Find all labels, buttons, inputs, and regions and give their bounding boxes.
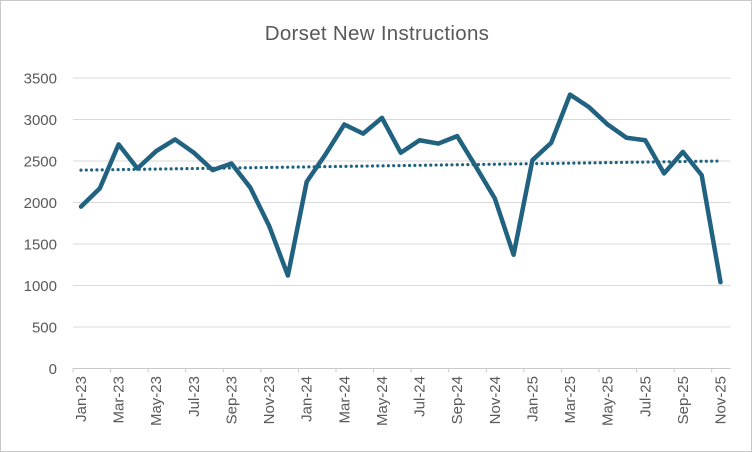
trendline-dotted — [79, 159, 723, 172]
x-axis-tick-label: Jan-23 — [73, 376, 90, 422]
y-axis-tick-label: 1500 — [24, 237, 57, 254]
y-axis-tick-label: 2500 — [24, 154, 57, 171]
x-axis-tick-label: Nov-23 — [261, 376, 278, 424]
y-axis-tick-label: 3500 — [24, 71, 57, 88]
x-axis-tick-label: Mar-23 — [111, 376, 128, 424]
x-axis-tick-label: Nov-25 — [713, 376, 730, 424]
data-series-line — [78, 92, 723, 285]
x-axis-tick-label: Jul-24 — [412, 376, 429, 417]
x-axis-tick-label: Jan-25 — [524, 376, 541, 422]
y-axis-tick-label: 3000 — [24, 112, 57, 129]
x-axis-tick-label: Mar-25 — [562, 376, 579, 424]
x-axis-tick-label: Jan-24 — [299, 376, 316, 422]
x-axis-tick-label: Sep-24 — [449, 376, 466, 424]
x-axis-tick-label: Jul-23 — [186, 376, 203, 417]
y-axis-tick-label: 1000 — [24, 278, 57, 295]
x-axis-tick-label: Sep-25 — [675, 376, 692, 424]
y-axis-tick-label: 500 — [32, 320, 57, 337]
x-axis-tick-label: May-23 — [148, 376, 165, 426]
x-axis-tick-label: Jul-25 — [637, 376, 654, 417]
y-axis-tick-label: 2000 — [24, 195, 57, 212]
x-axis-tick-label: Nov-24 — [487, 376, 504, 424]
x-axis-tick-label: Sep-23 — [223, 376, 240, 424]
x-axis-tick-label: May-25 — [600, 376, 617, 426]
x-axis-tick-label: Mar-24 — [336, 376, 353, 424]
x-axis-tick-label: May-24 — [374, 376, 391, 426]
y-axis-tick-label: 0 — [49, 361, 57, 378]
chart-title: Dorset New Instructions — [264, 22, 490, 45]
